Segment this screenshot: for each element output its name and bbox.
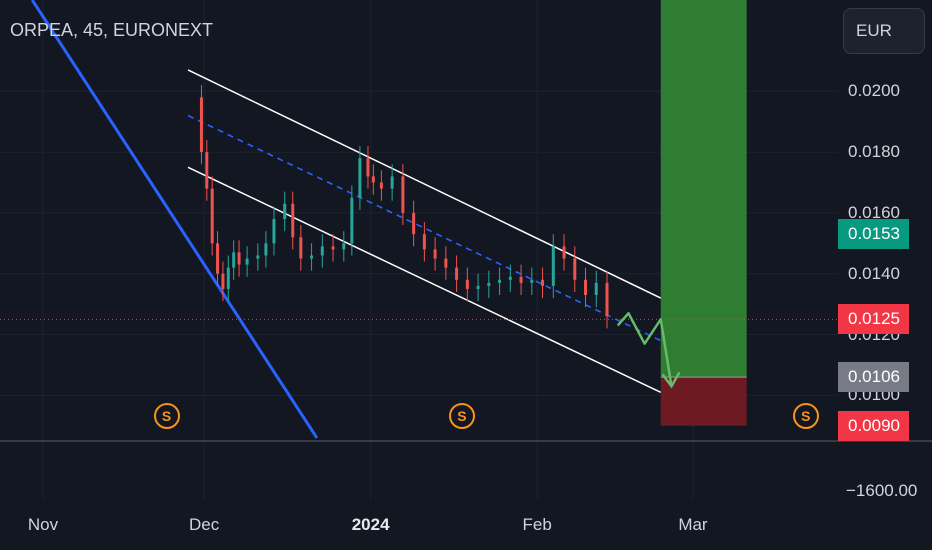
price-badge: 0.0106 [838,362,909,393]
candle-body [530,279,534,283]
stop-zone[interactable] [660,377,747,426]
candle-body [245,258,249,265]
candle-body [379,182,383,189]
candle-body [232,252,236,268]
candle-body [221,273,225,289]
candle-body [199,97,203,153]
candle-body [342,243,346,250]
candle-body [205,152,209,189]
candle-body [551,246,555,286]
channel-lower-line[interactable] [187,166,662,394]
candle-body [594,282,598,296]
candle-body [331,246,335,250]
dividend-s-icon[interactable]: S [448,403,475,429]
projection-arrowhead [661,371,681,389]
candle-body [508,276,512,280]
price-tick-label: 0.0140 [848,263,900,283]
candle-body [519,276,523,283]
candle-body [401,176,405,213]
candle-body [216,243,220,274]
candle-body [605,282,609,317]
price-badge: 0.0125 [838,304,909,335]
time-tick-label: Dec [189,515,220,534]
candle-body [455,267,459,280]
candles [199,85,609,329]
candle-body [541,279,545,286]
candle-body [422,234,426,250]
lower-pane-tick-label: −1600.00 [846,481,918,500]
symbol-title[interactable]: ORPEA, 45, EURONEXT [10,20,214,40]
time-tick-label: Nov [27,515,59,534]
currency-button[interactable]: EUR [843,8,925,54]
candle-body [371,176,375,183]
target-zone[interactable] [660,0,747,378]
candle-body [584,279,588,296]
drawing-lines [30,0,662,439]
position-zones [660,0,747,426]
candle-body [476,285,480,289]
candle-body [256,255,260,259]
price-tick-label: 0.0160 [848,202,900,222]
channel-upper-line[interactable] [187,69,662,299]
candle-body [444,258,448,268]
candle-body [210,188,214,244]
dividend-s-icon[interactable]: S [792,403,819,429]
candle-body [390,176,394,189]
candle-body [498,279,502,283]
time-tick-label: Feb [522,515,552,534]
price-badge: 0.0090 [838,410,909,441]
candle-body [291,203,295,238]
candle-body [433,249,437,259]
time-tick-label: 2024 [351,515,390,534]
candle-body [320,246,324,256]
candle-body [358,158,362,198]
candle-body [237,252,241,265]
time-tick-label: Mar [678,515,708,534]
candle-body [487,282,491,286]
candle-body [465,279,469,289]
candle-body [310,255,314,259]
price-badge: 0.0153 [838,219,909,250]
candle-body [366,158,370,177]
candle-body [272,218,276,244]
trend-line[interactable] [30,0,319,439]
price-tick-label: 0.0180 [848,142,900,162]
candle-body [350,197,354,244]
candle-body [299,237,303,259]
projection-path[interactable] [616,312,673,387]
candle-body [226,267,230,289]
candle-body [264,243,268,256]
dividend-s-icon[interactable]: S [153,403,180,429]
candle-body [412,212,416,235]
candle-body [573,258,577,280]
price-tick-label: 0.0200 [848,81,900,101]
overlay-lines [0,312,838,389]
candle-body [562,246,566,259]
candle-body [283,203,287,219]
